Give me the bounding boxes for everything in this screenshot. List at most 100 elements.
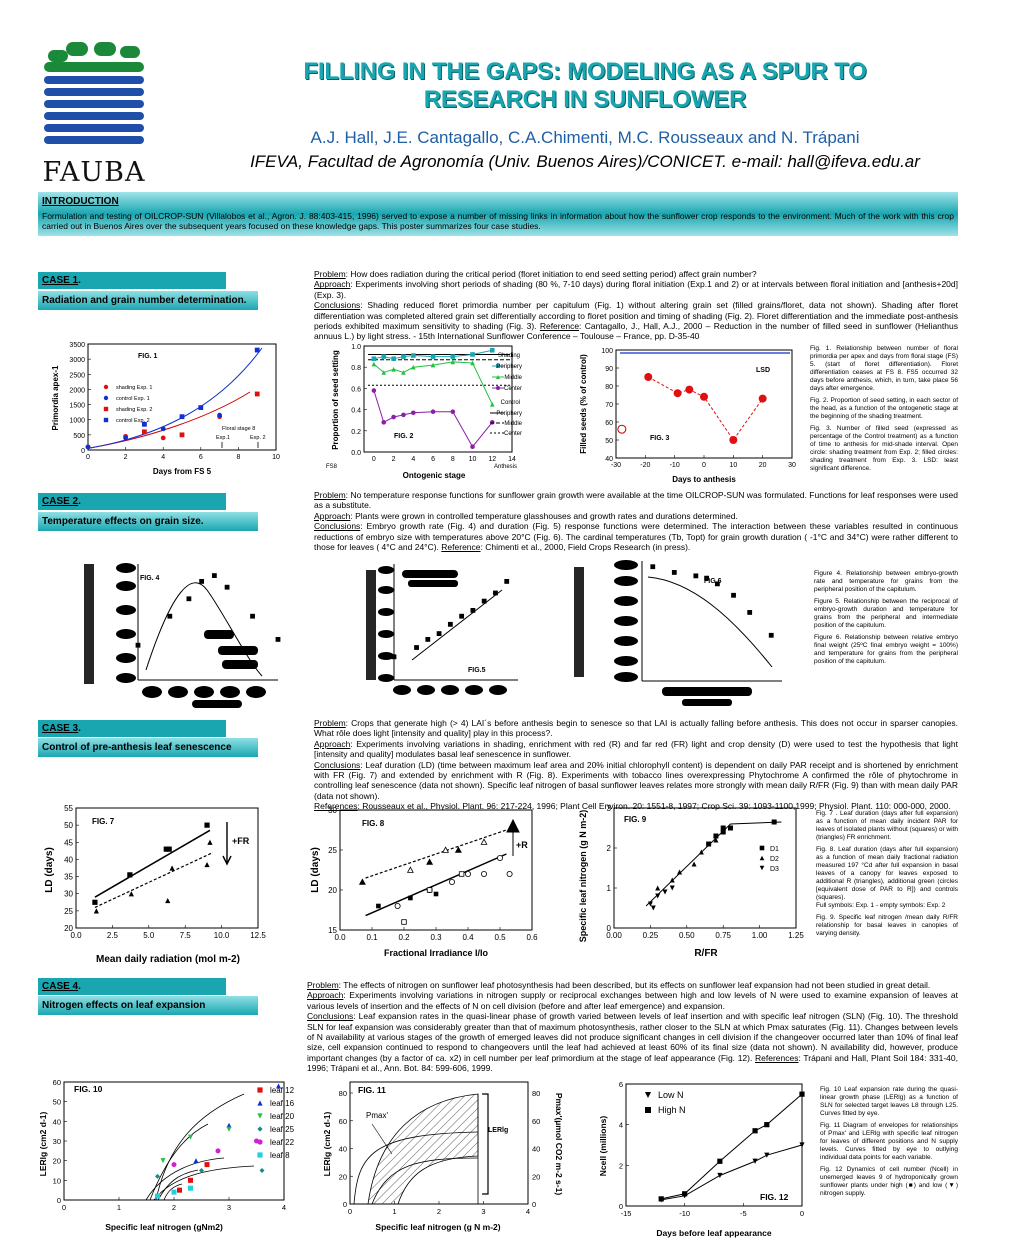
intro-heading: INTRODUCTION <box>42 196 119 207</box>
fig12-point <box>717 1172 723 1179</box>
fig5-point <box>470 608 476 613</box>
fig9-point <box>662 889 668 895</box>
fig11-ytick: 0 <box>343 1200 347 1209</box>
fig3-open-point <box>617 424 627 434</box>
fig3-xtick: -30 <box>611 462 621 469</box>
fig10-legend-label: leaf 22 <box>270 1138 295 1147</box>
fig12-ytick: 6 <box>619 1080 623 1089</box>
fig9-point <box>720 825 726 831</box>
logo-text: FAUBA <box>42 157 146 188</box>
fig12-legend-marker <box>645 1092 651 1098</box>
fig2-series-line <box>373 361 493 405</box>
fig9-legend-marker <box>759 865 765 871</box>
fig8-point <box>408 895 413 901</box>
case1-subtitle: Radiation and grain number determination… <box>38 291 258 310</box>
fig10-legend-label: leaf 20 <box>270 1112 295 1121</box>
fig12-point <box>799 1091 805 1097</box>
fig9-point <box>706 841 712 847</box>
fig3-ylabel: Filled seeds (% of control) <box>579 354 588 454</box>
fig10-point <box>215 1148 221 1154</box>
fig12-point <box>764 1122 770 1128</box>
authors: A.J. Hall, J.E. Cantagallo, C.A.Chimenti… <box>310 128 860 147</box>
fig11-ler-label: LERlg <box>488 1127 508 1134</box>
fig7-point <box>128 891 134 897</box>
fig9-point <box>650 905 656 911</box>
fig8-point <box>458 871 465 877</box>
fig8-point <box>406 866 414 873</box>
affiliation: IFEVA, Facultad de Agronomía (Univ. Buen… <box>250 152 920 171</box>
fig10-point <box>199 1168 204 1173</box>
fig10-point <box>254 1138 259 1144</box>
fig1-ytick: 0 <box>81 448 85 455</box>
fig2-legend-marker <box>496 386 500 390</box>
fig12-ytick: 0 <box>619 1202 623 1211</box>
fig1-point <box>160 426 166 432</box>
fig10-ytick: 30 <box>53 1137 61 1146</box>
case1-label: CASE 1. <box>38 272 226 289</box>
fig12-point <box>752 1128 758 1134</box>
fig12-point <box>658 1196 664 1202</box>
fig12-title: FIG. 12 <box>760 1192 789 1202</box>
fig3-ytick: 60 <box>605 420 613 427</box>
fig8-xtick: 0.1 <box>366 933 378 942</box>
fig10-legend-marker <box>257 1100 263 1106</box>
case1-captions: Fig. 1. Relationship between number of f… <box>810 345 958 472</box>
fig1-ytick: 2500 <box>69 372 85 379</box>
fig4-point <box>250 613 255 619</box>
fig1-ytick: 3500 <box>69 342 85 349</box>
fig2-point <box>371 361 377 367</box>
fig9-ytick: 1 <box>607 884 612 893</box>
fig5-point <box>436 631 442 636</box>
fig9-point <box>655 893 661 899</box>
fig9-xlabel: R/FR <box>694 948 718 959</box>
fig12-point <box>682 1191 688 1197</box>
fig9-ytick: 3 <box>607 804 612 813</box>
fig1-legend-marker <box>103 406 109 412</box>
fig3-ytick: 90 <box>605 366 613 373</box>
fig2-point <box>411 410 416 416</box>
fig2-xtick: 2 <box>392 456 396 463</box>
fig3-point <box>758 394 767 403</box>
fig4-point <box>199 579 205 584</box>
fig8-point <box>506 871 513 878</box>
fig10-xtick: 2 <box>172 1203 176 1212</box>
fig8-point <box>433 891 439 897</box>
fig3-point <box>685 385 694 394</box>
fig10-point <box>204 1162 210 1168</box>
tree-logo-icon <box>44 42 144 144</box>
fig1-xtick: 10 <box>272 454 280 461</box>
fig7-xtick: 0.0 <box>70 931 82 940</box>
fig2-point <box>401 370 406 375</box>
fig2-point <box>489 402 495 407</box>
fig8-point <box>480 838 488 845</box>
fig5-point <box>493 590 498 596</box>
case2-text: Problem: No temperature response functio… <box>314 490 958 553</box>
fig1-point <box>160 435 166 441</box>
fig7-ytick: 50 <box>64 821 73 830</box>
fig3-point <box>729 436 738 444</box>
fig9-point <box>669 877 675 883</box>
fig7-point <box>93 908 99 914</box>
fig7-xtick: 10.0 <box>214 931 230 940</box>
fig9-point <box>655 885 661 891</box>
fig7-ytick: 55 <box>64 804 73 813</box>
fig10-legend-marker <box>257 1087 263 1093</box>
fig2-point <box>391 414 396 420</box>
fig3-ytick: 70 <box>605 402 613 409</box>
fig2-series-line <box>373 390 493 448</box>
fig2-point <box>450 354 456 359</box>
fig2-point <box>470 352 475 357</box>
fig9-legend-marker <box>759 855 765 861</box>
fig2-legend-header: Shading <box>498 353 520 359</box>
fig2-xend-label: Anthesis <box>494 464 517 470</box>
fig10-legend-label: leaf 12 <box>270 1086 295 1095</box>
case3-captions: Fig. 7 . Leaf duration (days after full … <box>816 810 958 937</box>
fig10-ytick: 50 <box>53 1098 61 1107</box>
fig2-point <box>391 356 396 362</box>
fig10-ytick: 40 <box>53 1117 61 1126</box>
fig3-ytick: 50 <box>605 438 613 445</box>
fig3-chart: 40 50 60 70 80 90 100 -30 -20 -10 0 10 20 30 Days to… <box>579 348 796 484</box>
fig7-chart: 20 25 30 35 40 45 50 55 0.0 2.5 5.0 7.5 10.0 12.5 Me… <box>44 804 266 965</box>
fig2-legend-label: Center <box>504 386 522 392</box>
fig2-ytick: 0.6 <box>351 386 361 393</box>
